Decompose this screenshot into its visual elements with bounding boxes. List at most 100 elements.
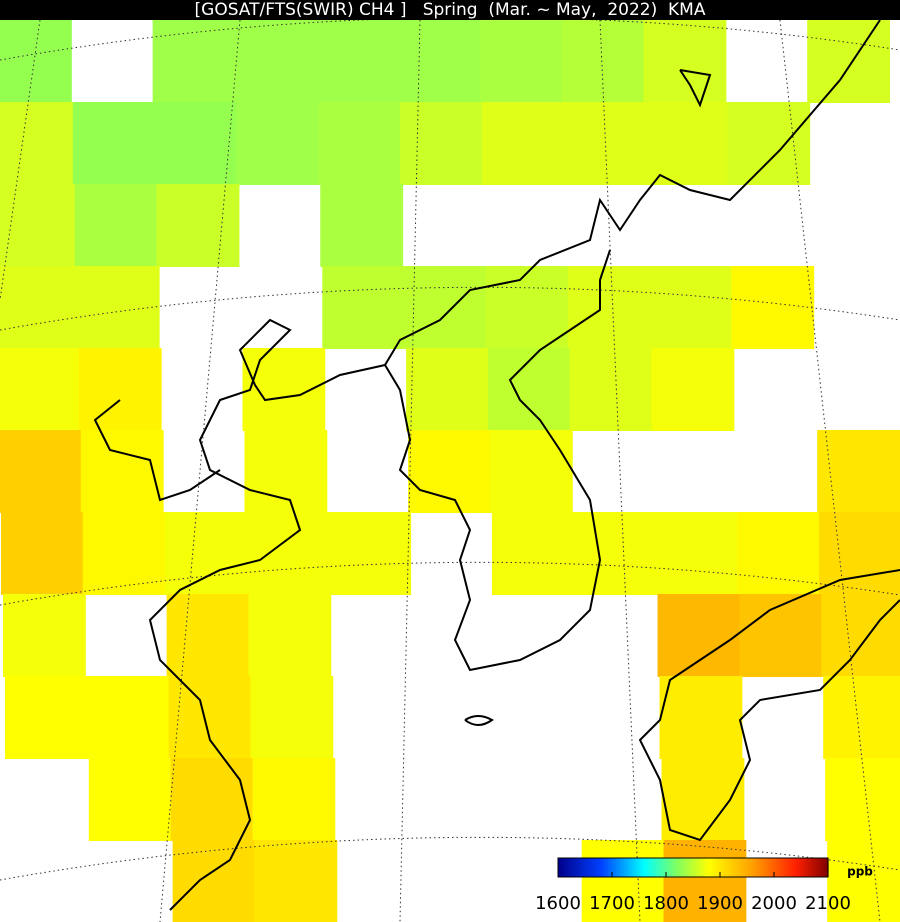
ch4-cell	[246, 512, 330, 595]
colorbar-segment	[572, 858, 575, 877]
ch4-cell	[254, 840, 338, 922]
colorbar-segment	[744, 858, 747, 877]
ch4-cell	[645, 102, 729, 185]
colorbar-segment	[618, 858, 621, 877]
longitude-line	[599, 19, 641, 922]
china-coast	[93, 399, 221, 502]
ch4-cell	[236, 102, 320, 185]
colorbar-segment	[822, 858, 825, 877]
ch4-cell	[817, 430, 900, 513]
colorbar-segment	[652, 858, 655, 877]
ch4-cell	[663, 840, 747, 922]
ch4-cell	[248, 594, 332, 677]
ch4-cell	[328, 512, 412, 595]
colorbar-segment	[660, 858, 663, 877]
ch4-cell	[823, 676, 900, 759]
colorbar-segment	[612, 858, 615, 877]
colorbar-segment	[704, 858, 707, 877]
colorbar-segment	[566, 858, 569, 877]
colorbar-segment	[760, 858, 763, 877]
ch4-cell	[154, 102, 238, 185]
ch4-cell	[86, 676, 170, 759]
colorbar-segment	[640, 858, 643, 877]
ch4-cell	[655, 512, 739, 595]
colorbar-segment	[648, 858, 651, 877]
ch4-cell	[821, 594, 900, 677]
colorbar-segment	[678, 858, 681, 877]
colorbar-segment	[654, 858, 657, 877]
colorbar-segment	[684, 858, 687, 877]
ch4-cell	[731, 266, 815, 349]
colorbar-segment	[770, 858, 773, 877]
ch4-cell	[320, 184, 404, 267]
colorbar-segment	[730, 858, 733, 877]
colorbar-segment	[780, 858, 783, 877]
colorbar-segment	[644, 858, 647, 877]
colorbar-segment	[804, 858, 807, 877]
ch4-cell	[561, 20, 645, 103]
colorbar-segment	[712, 858, 715, 877]
longitude-line	[779, 19, 881, 922]
ch4-cell	[819, 512, 900, 595]
ch4-cell	[170, 758, 254, 841]
colorbar-segment	[646, 858, 649, 877]
colorbar-segment	[798, 858, 801, 877]
ch4-cell	[739, 594, 823, 677]
colorbar-segment	[752, 858, 755, 877]
colorbar-tick-label: 1900	[697, 893, 743, 914]
title-bar	[0, 0, 900, 20]
colorbar-segment	[624, 858, 627, 877]
ch4-cell	[3, 594, 86, 677]
colorbar-segment	[786, 858, 789, 877]
colorbar-segment	[632, 858, 635, 877]
colorbar-segment	[702, 858, 705, 877]
longitude-line	[399, 19, 421, 922]
ch4-cell	[404, 266, 487, 349]
colorbar-segment	[584, 858, 587, 877]
colorbar-segment	[774, 858, 777, 877]
colorbar-segment	[590, 858, 593, 877]
colorbar-segment	[776, 858, 779, 877]
ch4-cell	[657, 594, 741, 677]
colorbar-segment	[720, 858, 723, 877]
ch4-cell	[651, 348, 735, 431]
colorbar-segment	[656, 858, 659, 877]
ch4-cell	[485, 266, 569, 349]
colorbar-segment	[664, 858, 667, 877]
ch4-cell	[322, 266, 406, 349]
ch4-cell	[1, 512, 84, 595]
ch4-cell	[88, 758, 172, 841]
ch4-cell	[78, 348, 162, 431]
colorbar-segment	[768, 858, 771, 877]
ch4-cell	[318, 102, 402, 185]
ch4-cell	[252, 758, 336, 841]
ch4-cell	[72, 102, 156, 185]
ch4-cell	[398, 20, 481, 103]
colorbar-segment	[620, 858, 623, 877]
colorbar-segment	[608, 858, 611, 877]
ch4-cell	[643, 20, 727, 103]
colorbar-segment	[570, 858, 573, 877]
colorbar-segment	[782, 858, 785, 877]
colorbar-segment	[576, 858, 579, 877]
ch4-cell	[479, 20, 563, 103]
ch4-cell	[400, 102, 483, 185]
colorbar-segment	[626, 858, 629, 877]
colorbar-segment	[800, 858, 803, 877]
ch4-cell	[82, 512, 166, 595]
ch4-cell	[76, 266, 160, 349]
colorbar-segment	[724, 858, 727, 877]
colorbar-segment	[722, 858, 725, 877]
ch4-cell	[0, 430, 82, 513]
colorbar-segment	[796, 858, 799, 877]
ch4-cell	[152, 20, 236, 103]
colorbar-segment	[630, 858, 633, 877]
ch4-cell	[581, 840, 665, 922]
colorbar-segment	[586, 858, 589, 877]
colorbar-segment	[764, 858, 767, 877]
colorbar-segment	[758, 858, 761, 877]
colorbar-segment	[602, 858, 605, 877]
colorbar-segment	[668, 858, 671, 877]
